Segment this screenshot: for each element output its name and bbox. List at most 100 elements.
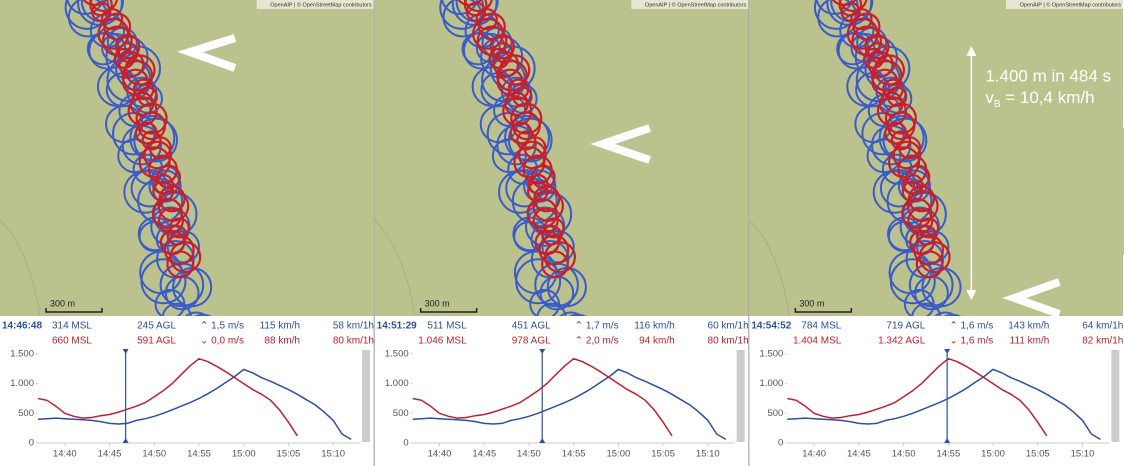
scale-label: 300 m [425, 298, 450, 308]
attribution-bg [631, 0, 749, 9]
stat-value: 1.046 MSL [418, 336, 467, 347]
cursor-handle [122, 438, 129, 443]
track-loop [510, 102, 543, 135]
y-tick-label: 0 [29, 438, 34, 449]
track-loop [934, 311, 957, 316]
track-loop [89, 0, 113, 17]
track-loop [100, 8, 124, 31]
track-loop [163, 234, 195, 266]
track-loop [66, 0, 104, 15]
arrow-head [966, 46, 977, 56]
stat-value: 88 km/h [264, 336, 300, 347]
track-loop [876, 96, 908, 127]
terrain-line [0, 219, 41, 316]
x-tick-label: 14:45 [98, 449, 122, 460]
track-loop [89, 0, 119, 13]
track-loop [901, 197, 933, 229]
cursor-handle [122, 349, 129, 354]
stat-value: 1.342 AGL [878, 336, 926, 347]
track-loop [890, 130, 912, 151]
track-loop [127, 96, 158, 127]
track-loop [114, 34, 141, 60]
pointer-arrow [590, 124, 651, 164]
attribution-bg [1006, 0, 1124, 9]
annotation-value: = 10,4 km/h [1001, 88, 1095, 107]
x-tick-label: 15:00 [607, 449, 631, 460]
track-loop [887, 146, 921, 179]
scale-bar [794, 308, 853, 313]
stat-value: 1.404 MSL [793, 336, 842, 347]
track-loop [873, 54, 905, 86]
map: OpenAIP | © OpenStreetMap contributors 30… [0, 0, 374, 316]
track-loop [884, 102, 917, 135]
track-loop [138, 146, 171, 179]
track-loop [902, 173, 924, 195]
map: OpenAIP | © OpenStreetMap contributors 30… [374, 0, 749, 316]
track-loop [161, 302, 192, 316]
track-loop [194, 313, 212, 316]
scale-label: 300 m [50, 298, 75, 308]
track-loop [838, 0, 863, 17]
track-loop [915, 250, 944, 279]
x-tick-label: 15:00 [981, 449, 1005, 460]
x-tick-label: 15:00 [232, 449, 256, 460]
track-loop [513, 146, 546, 179]
track-loop [851, 25, 883, 57]
stat-value: 719 AGL [886, 321, 925, 332]
track-loop [477, 12, 506, 41]
cursor-handle [944, 438, 951, 443]
x-tick-label: 14:40 [802, 449, 826, 460]
track-loop [121, 60, 154, 92]
track-loop [943, 313, 962, 316]
timestamp: 14:46:48 [2, 321, 42, 332]
cursor-handle [944, 349, 951, 354]
stat-value: ⌃ 1,6 m/s [949, 321, 993, 332]
track-loop [541, 250, 569, 279]
stat-value: ⌄ 0,0 m/s [200, 336, 244, 347]
track-loop [527, 173, 549, 195]
stat-value: 784 MSL [801, 321, 841, 332]
y-tick-label: 0 [778, 438, 783, 449]
track-loop [526, 197, 558, 229]
track-loop [496, 60, 528, 92]
track-loop [838, 0, 868, 13]
stat-value: 511 MSL [427, 321, 467, 332]
track-loop [166, 250, 195, 279]
track-loop [911, 302, 942, 316]
track-loop [124, 54, 156, 86]
terrain-line [749, 219, 790, 316]
stat-value: 64 km/1h [1082, 321, 1123, 332]
y-tick-label: 1.500 [10, 348, 34, 359]
scale-bar [45, 308, 103, 313]
x-tick-label: 15:10 [1071, 449, 1095, 460]
track-loop [135, 102, 168, 135]
track-loop [463, 0, 493, 13]
stat-value: 660 MSL [52, 336, 92, 347]
track-loop [141, 130, 162, 151]
altitude-line [787, 357, 1048, 437]
track-loop [184, 311, 208, 316]
x-tick-label: 14:45 [472, 449, 496, 460]
track-loop [850, 8, 873, 31]
x-tick-label: 14:55 [562, 449, 586, 460]
stat-value: 591 AGL [137, 336, 176, 347]
stat-value: 116 km/h [634, 321, 674, 332]
y-tick-label: 500 [18, 408, 34, 419]
track-loop [864, 34, 890, 60]
panel: OpenAIP | © OpenStreetMap contributors 30… [374, 0, 749, 460]
track-loop [515, 258, 562, 305]
track-loop [103, 12, 132, 41]
annotation-subscript: B [994, 99, 1001, 110]
track-loop [101, 25, 133, 57]
track-loop [538, 234, 570, 266]
stat-value: 80 km/1h [708, 336, 749, 347]
stat-value: 58 km/1h [333, 321, 374, 332]
track-loop [867, 51, 894, 78]
attribution-bg [256, 0, 374, 9]
x-tick-label: 14:50 [892, 449, 916, 460]
x-tick-label: 15:10 [696, 449, 720, 460]
pointer-arrow [177, 34, 237, 72]
scroll-bar [736, 350, 745, 442]
stat-value: ⌃ 1,5 m/s [200, 321, 244, 332]
track-loop [568, 313, 587, 316]
